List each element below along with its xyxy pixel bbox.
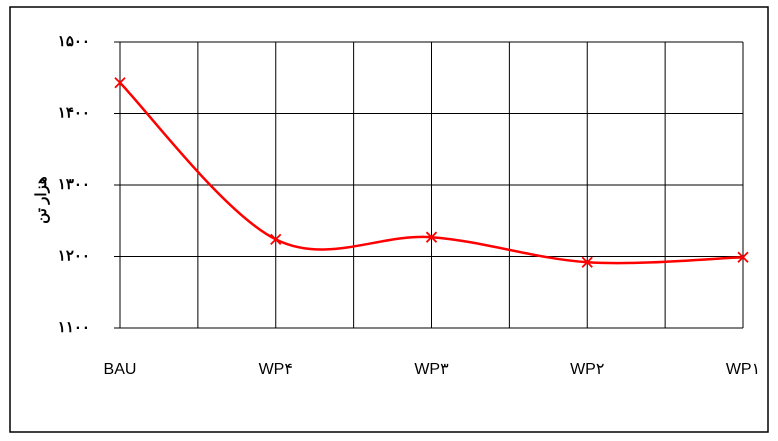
point-marker [425,231,438,243]
y-tick-label: ۱۲۰۰ [58,247,90,264]
x-tick-label: WP۱ [726,361,760,378]
x-tick-label: WP۲ [570,361,604,378]
line [119,81,744,265]
y-tick-label: ۱۱۰۰ [58,319,90,336]
x-tick-label: WP۴ [259,361,293,378]
point-marker [114,77,126,89]
y-tick-label: ۱۵۰۰ [58,33,90,50]
y-tick-label: ۱۳۰۰ [58,176,90,193]
x-tick-label: BAU [104,361,137,378]
point-marker [737,251,749,263]
y-axis-label: هزار تن [33,176,50,223]
chart-frame [9,6,769,433]
point-marker [270,233,282,245]
point-marker [581,256,593,268]
x-tick-label: WP۳ [414,361,449,378]
y-tick-label: ۱۴۰۰ [58,104,90,121]
